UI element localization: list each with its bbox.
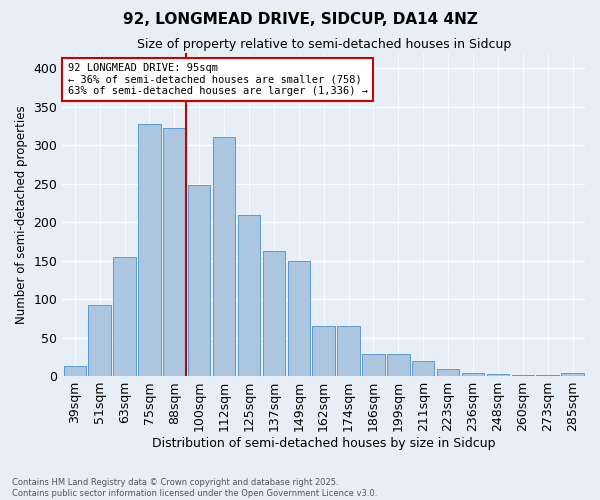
Bar [337, 326, 360, 376]
Bar [263, 252, 285, 376]
X-axis label: Distribution of semi-detached houses by size in Sidcup: Distribution of semi-detached houses by … [152, 437, 496, 450]
Bar [88, 304, 111, 376]
Bar [562, 373, 584, 376]
Bar [313, 326, 335, 376]
Text: 92 LONGMEAD DRIVE: 95sqm
← 36% of semi-detached houses are smaller (758)
63% of : 92 LONGMEAD DRIVE: 95sqm ← 36% of semi-d… [68, 62, 368, 96]
Bar [188, 186, 211, 376]
Bar [362, 354, 385, 376]
Bar [138, 124, 161, 376]
Bar [462, 373, 484, 376]
Bar [163, 128, 185, 376]
Bar [387, 354, 410, 376]
Bar [437, 369, 460, 376]
Y-axis label: Number of semi-detached properties: Number of semi-detached properties [15, 106, 28, 324]
Title: Size of property relative to semi-detached houses in Sidcup: Size of property relative to semi-detach… [137, 38, 511, 51]
Bar [64, 366, 86, 376]
Text: Contains HM Land Registry data © Crown copyright and database right 2025.
Contai: Contains HM Land Registry data © Crown c… [12, 478, 377, 498]
Bar [238, 216, 260, 376]
Bar [113, 257, 136, 376]
Bar [412, 360, 434, 376]
Text: 92, LONGMEAD DRIVE, SIDCUP, DA14 4NZ: 92, LONGMEAD DRIVE, SIDCUP, DA14 4NZ [122, 12, 478, 28]
Bar [213, 137, 235, 376]
Bar [487, 374, 509, 376]
Bar [512, 374, 534, 376]
Bar [287, 260, 310, 376]
